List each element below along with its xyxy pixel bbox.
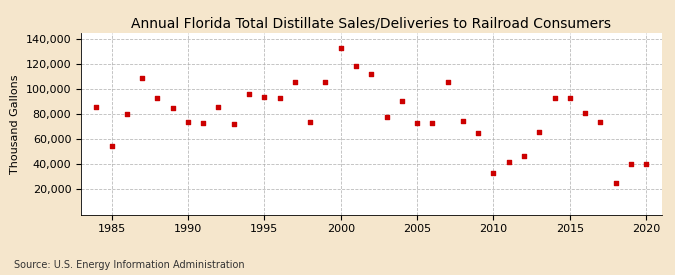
Point (106, 144, 117, 148)
Point (504, 160, 514, 164)
Point (122, 112, 132, 117)
Point (91, 105, 102, 109)
Point (152, 96, 163, 100)
Point (534, 130, 545, 134)
Point (427, 121, 438, 125)
Point (182, 120, 193, 124)
Point (366, 72, 377, 76)
Point (228, 122, 239, 127)
Point (167, 106, 178, 110)
Point (580, 111, 591, 115)
Point (198, 121, 209, 125)
Point (641, 162, 651, 167)
Title: Annual Florida Total Distillate Sales/Deliveries to Railroad Consumers: Annual Florida Total Distillate Sales/De… (131, 16, 612, 31)
Point (549, 96, 560, 100)
Point (320, 80, 331, 84)
Point (137, 76, 148, 80)
Point (442, 80, 453, 84)
Point (244, 92, 254, 97)
Point (213, 105, 224, 109)
Point (564, 96, 575, 100)
Point (412, 121, 423, 125)
Point (518, 153, 529, 158)
Point (626, 162, 637, 167)
Point (381, 115, 392, 119)
Point (259, 95, 270, 99)
Point (610, 181, 621, 185)
Y-axis label: Thousand Gallons: Thousand Gallons (10, 74, 20, 174)
Point (290, 80, 300, 84)
Point (350, 63, 361, 68)
Point (595, 120, 605, 124)
Point (458, 119, 468, 123)
Point (472, 131, 483, 135)
Point (396, 98, 407, 103)
Point (304, 120, 315, 124)
Point (274, 96, 285, 100)
Text: Source: U.S. Energy Information Administration: Source: U.S. Energy Information Administ… (14, 260, 244, 270)
Point (488, 171, 499, 175)
Point (335, 46, 346, 50)
